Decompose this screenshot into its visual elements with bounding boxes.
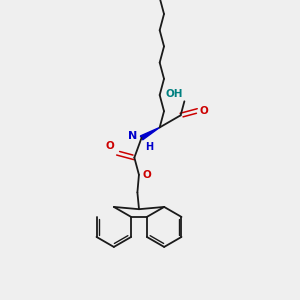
Text: O: O <box>200 106 208 116</box>
Text: H: H <box>146 142 154 152</box>
Text: OH: OH <box>165 89 183 99</box>
Text: O: O <box>106 141 115 152</box>
Text: N: N <box>128 131 137 141</box>
Polygon shape <box>140 128 160 140</box>
Text: O: O <box>143 170 152 180</box>
